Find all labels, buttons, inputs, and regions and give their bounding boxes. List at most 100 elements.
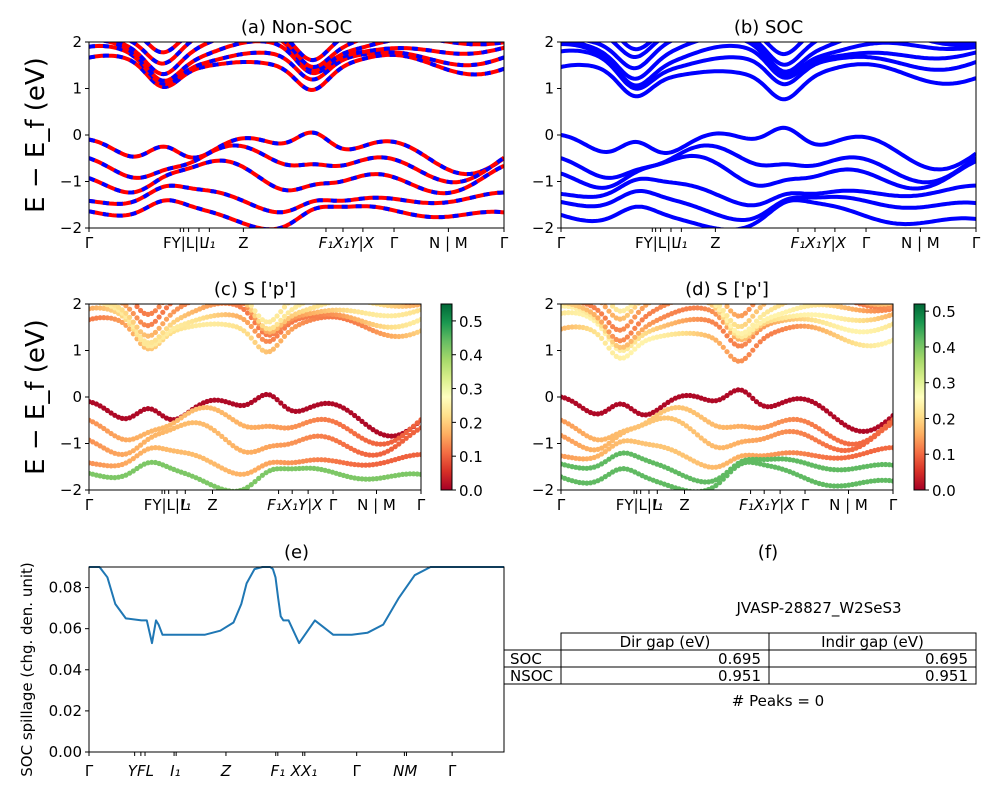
scatter-point [344,426,350,432]
scatter-point [595,332,601,338]
scatter-point [182,412,188,418]
scatter-point [270,317,276,323]
ylabel-e: SOC spillage (chg. den. unit) [18,562,36,777]
scatter-point [130,448,136,454]
scatter-point [602,324,608,330]
scatter-point [407,471,413,477]
table-header-cell: Indir gap (eV) [821,633,924,651]
scatter-point [245,310,251,316]
scatter-point [226,414,232,420]
scatter-point [130,456,136,462]
scatter-point [123,437,129,443]
scatter-point [709,308,715,315]
axes-e: 0.00 0.02 0.04 0.06 0.08 (e) Γ YFL I₁ Z F₁ XX₁ Γ NM Γ S… [18,542,505,780]
scatter-point [746,392,752,398]
scatter-point [787,450,793,456]
scatter-point [709,398,715,404]
scatter-point [761,304,767,307]
scatter-point [720,344,726,350]
scatter-point [134,453,140,459]
x-tick-label-d: FY|L|L [616,496,661,514]
scatter-point [731,465,738,471]
scatter-point [798,316,804,322]
scatter-point [599,311,605,317]
scatter-point [352,412,358,419]
scatter-point [119,307,125,313]
scatter-point [720,328,726,334]
scatter-point [259,472,265,478]
band-line-spin-down [89,198,504,228]
scatter-point [307,465,313,471]
scatter-point [750,395,756,401]
scatter-point [610,350,616,356]
plot-frame-b [560,41,977,229]
scatter-point [138,340,144,347]
scatter-point [123,304,129,309]
scatter-point [134,445,140,451]
scatter-point [138,329,144,335]
scatter-point [230,443,236,449]
y-tick-label-c: 1 [72,342,82,360]
scatter-point [344,407,350,413]
scatter-point [278,400,284,406]
scatter-point [654,407,660,413]
scatter-point [285,460,291,466]
scatter-point [742,310,749,316]
scatter-point [742,389,749,395]
scatter-point [680,487,686,490]
scatter-point [835,455,841,461]
scatter-point [702,438,708,444]
scatter-point [274,342,280,348]
colorbar-tick-label: 0.4 [459,347,483,365]
band-line-spin-up [127,42,501,70]
scatter-point [222,436,229,443]
y-tick-label-b: 0 [544,126,554,144]
scatter-point [632,346,638,352]
y-tick-label-d: 1 [544,342,554,360]
colorbar-tick-label: 0.2 [459,414,483,432]
scatter-point [281,313,288,319]
scatter-point [636,304,641,306]
scatter-point [171,309,177,315]
x-tick-label-b: I₁ [677,234,687,252]
scatter-point [134,315,140,321]
scatter-point [576,428,583,434]
scatter-point [359,418,365,424]
band-line-bands [561,42,976,88]
y-tick-label-e: 0.08 [49,579,82,597]
scatter-point [256,333,262,339]
scatter-point [222,412,229,418]
scatter-point [359,462,365,468]
scatter-point [285,466,291,472]
scatter-point [753,309,760,315]
x-tick-label-c: FY|L|L [144,496,189,514]
scatter-point [761,311,767,317]
scatter-point [864,439,870,445]
scatter-point [285,304,291,306]
scatter-point [414,427,420,433]
scatter-point [624,306,631,312]
band-line-spin-down [99,42,504,83]
scatter-point [624,353,631,359]
scatter-point [237,325,243,332]
scatter-point [156,304,162,310]
scatter-point [156,325,162,331]
scatter-point [252,397,258,403]
scatter-point [875,431,881,437]
scatter-point [717,445,723,451]
panel-title-d: (d) S ['p'] [685,279,769,300]
scatter-point [93,305,99,311]
scatter-point [599,335,605,341]
scatter-point [713,482,719,489]
scatter-point [890,337,893,343]
ylabel-c: E − E_f (eV) [21,319,51,475]
scatter-point [278,442,284,448]
scatter-point [717,340,723,346]
x-tick-label-c: Γ [85,496,94,514]
band-line-bands [610,42,976,67]
x-tick-label-a: N | M [429,234,468,252]
scatter-point [108,410,114,416]
scatter-point [827,455,833,461]
scatter-point [285,329,291,336]
y-tick-label-d: 2 [544,295,554,313]
